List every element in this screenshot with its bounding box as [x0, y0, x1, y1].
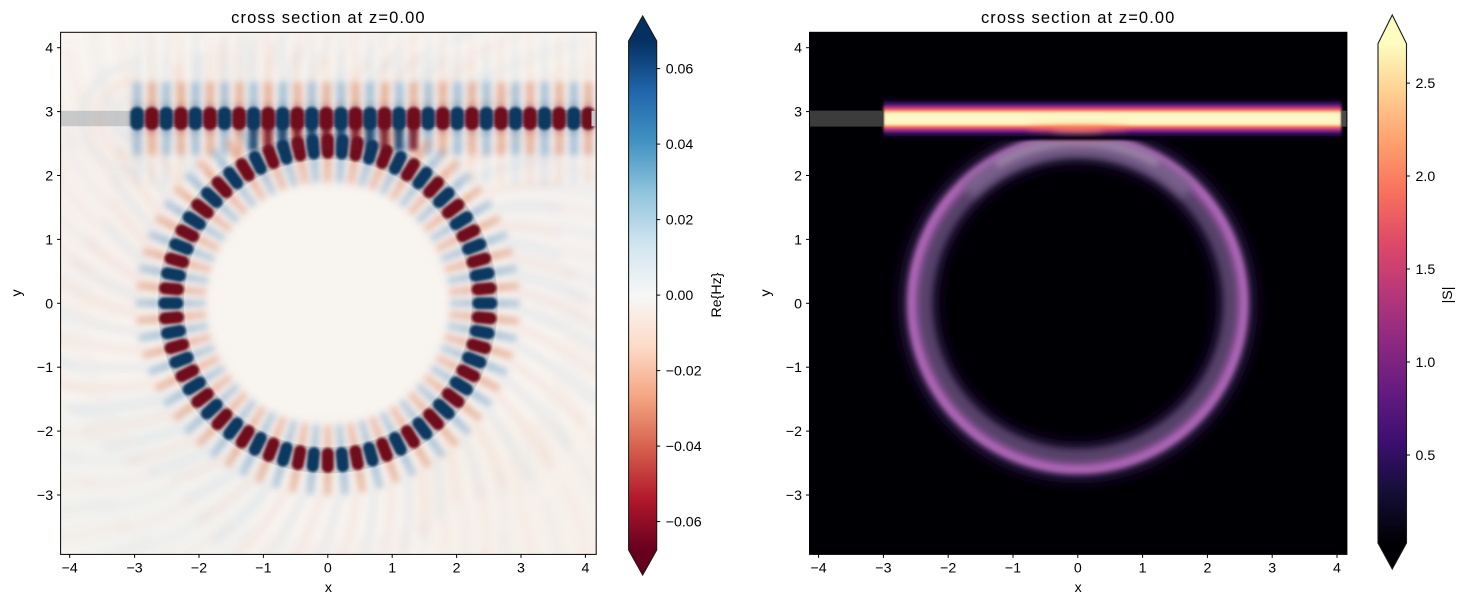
svg-text:4: 4 [794, 41, 802, 57]
svg-text:−3: −3 [786, 488, 802, 504]
svg-text:−3: −3 [127, 561, 143, 577]
svg-text:x: x [1075, 580, 1082, 596]
svg-text:3: 3 [794, 105, 802, 121]
svg-text:3: 3 [1268, 561, 1276, 577]
svg-text:3: 3 [517, 561, 525, 577]
svg-text:cross section at z=0.00: cross section at z=0.00 [981, 9, 1176, 27]
svg-text:0.02: 0.02 [666, 213, 694, 229]
svg-text:0.04: 0.04 [666, 137, 694, 153]
svg-text:−3: −3 [37, 488, 53, 504]
svg-text:2.0: 2.0 [1416, 169, 1436, 185]
svg-text:4: 4 [581, 561, 589, 577]
svg-text:0: 0 [794, 296, 802, 312]
svg-text:−2: −2 [191, 561, 207, 577]
svg-text:|S|: |S| [1440, 287, 1456, 304]
svg-text:−0.04: −0.04 [666, 439, 702, 455]
svg-text:−4: −4 [62, 561, 78, 577]
svg-text:0.00: 0.00 [666, 288, 694, 304]
svg-text:0.06: 0.06 [666, 62, 694, 78]
svg-text:−0.02: −0.02 [666, 364, 702, 380]
svg-text:1.5: 1.5 [1416, 262, 1436, 278]
svg-text:4: 4 [45, 41, 53, 57]
svg-text:3: 3 [45, 105, 53, 121]
svg-text:−2: −2 [940, 561, 956, 577]
svg-text:4: 4 [1333, 561, 1341, 577]
svg-text:−4: −4 [811, 561, 827, 577]
svg-text:0: 0 [324, 561, 332, 577]
svg-text:1: 1 [794, 232, 802, 248]
svg-text:1.0: 1.0 [1416, 355, 1436, 371]
svg-text:−1: −1 [786, 360, 802, 376]
svg-text:−1: −1 [255, 561, 271, 577]
svg-text:1: 1 [1139, 561, 1147, 577]
svg-text:cross section at z=0.00: cross section at z=0.00 [231, 9, 426, 27]
svg-text:0: 0 [1074, 561, 1082, 577]
svg-text:y: y [9, 289, 25, 297]
svg-text:−0.06: −0.06 [666, 515, 702, 531]
svg-text:2: 2 [1203, 561, 1211, 577]
svg-text:y: y [758, 289, 774, 297]
svg-text:−3: −3 [875, 561, 891, 577]
svg-text:Re{Hz}: Re{Hz} [709, 272, 725, 317]
svg-text:0: 0 [45, 296, 53, 312]
svg-text:x: x [325, 580, 332, 596]
svg-text:2.5: 2.5 [1416, 76, 1436, 92]
svg-text:2: 2 [794, 169, 802, 185]
svg-text:−1: −1 [1005, 561, 1021, 577]
svg-text:−2: −2 [786, 424, 802, 440]
svg-text:−1: −1 [37, 360, 53, 376]
svg-text:1: 1 [388, 561, 396, 577]
svg-text:2: 2 [45, 169, 53, 185]
svg-text:1: 1 [45, 232, 53, 248]
svg-text:0.5: 0.5 [1416, 448, 1436, 464]
svg-text:−2: −2 [37, 424, 53, 440]
svg-text:2: 2 [453, 561, 461, 577]
